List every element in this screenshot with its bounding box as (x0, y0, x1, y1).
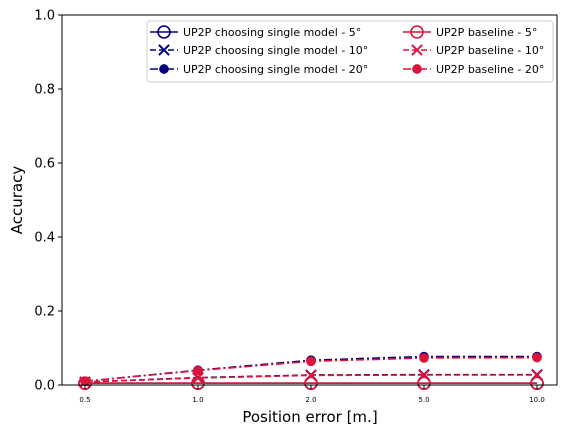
data-point (306, 356, 316, 367)
data-point (417, 376, 431, 390)
axes-layer: 0.0 0.2 0.4 0.6 0.8 1.0 0.5 1.0 2.0 5.0 10.0 (34, 9, 558, 404)
series-6 (80, 352, 542, 387)
legend-label: UP2P choosing single model - 20° (183, 63, 368, 76)
data-point (530, 376, 544, 390)
marker-stroke (531, 369, 543, 381)
legend-entry: UP2P choosing single model - 20° (150, 63, 368, 76)
data-point (304, 376, 318, 390)
marker-stroke (418, 369, 430, 381)
legend: UP2P choosing single model - 5° UP2P choo… (146, 20, 554, 83)
marker-stroke (305, 369, 317, 382)
x-tick-label: 2.0 (305, 396, 316, 404)
legend-marker (159, 64, 169, 74)
legend-marker (410, 25, 424, 39)
data-point (418, 369, 430, 381)
marker-stroke (192, 372, 204, 384)
legend-marker (157, 25, 171, 39)
data-point (305, 369, 317, 382)
legend-label: UP2P choosing single model - 5° (183, 26, 361, 39)
legend-box (146, 20, 554, 83)
marker-stroke (158, 44, 170, 56)
marker-stroke (411, 44, 423, 56)
legend-entry: UP2P choosing single model - 10° (150, 44, 368, 57)
data-point (532, 352, 542, 363)
y-tick-label: 0.8 (34, 83, 55, 98)
legend-marker (412, 64, 422, 74)
legend-marker (411, 44, 423, 56)
x-tick-label: 0.5 (79, 396, 90, 404)
x-axis-label: Position error [m.] (242, 408, 377, 426)
data-point (80, 376, 90, 387)
legend-entry: UP2P baseline - 20° (403, 63, 544, 76)
legend-entry: UP2P baseline - 5° (403, 25, 537, 39)
legend-label: UP2P baseline - 5° (436, 26, 537, 39)
legend-label: UP2P baseline - 20° (436, 63, 544, 76)
data-point (193, 365, 203, 376)
data-point (419, 353, 429, 363)
x-tick-label: 10.0 (529, 396, 545, 404)
legend-entry: UP2P baseline - 10° (403, 44, 544, 57)
legend-label: UP2P baseline - 10° (436, 44, 544, 57)
y-axis-label: Accuracy (8, 166, 26, 235)
plot-frame (61, 14, 558, 386)
x-tick-label: 5.0 (418, 396, 429, 404)
y-tick-label: 0.2 (34, 305, 55, 320)
legend-label: UP2P choosing single model - 10° (183, 44, 368, 57)
data-point (192, 372, 204, 384)
y-tick-label: 0.6 (34, 157, 55, 172)
legend-entry: UP2P choosing single model - 5° (150, 25, 361, 39)
y-tick-label: 0.0 (34, 379, 55, 394)
legend-marker (158, 44, 170, 56)
y-tick-label: 0.4 (34, 231, 55, 246)
data-point (531, 369, 543, 381)
x-tick-label: 1.0 (192, 396, 203, 404)
y-tick-label: 1.0 (34, 9, 55, 24)
